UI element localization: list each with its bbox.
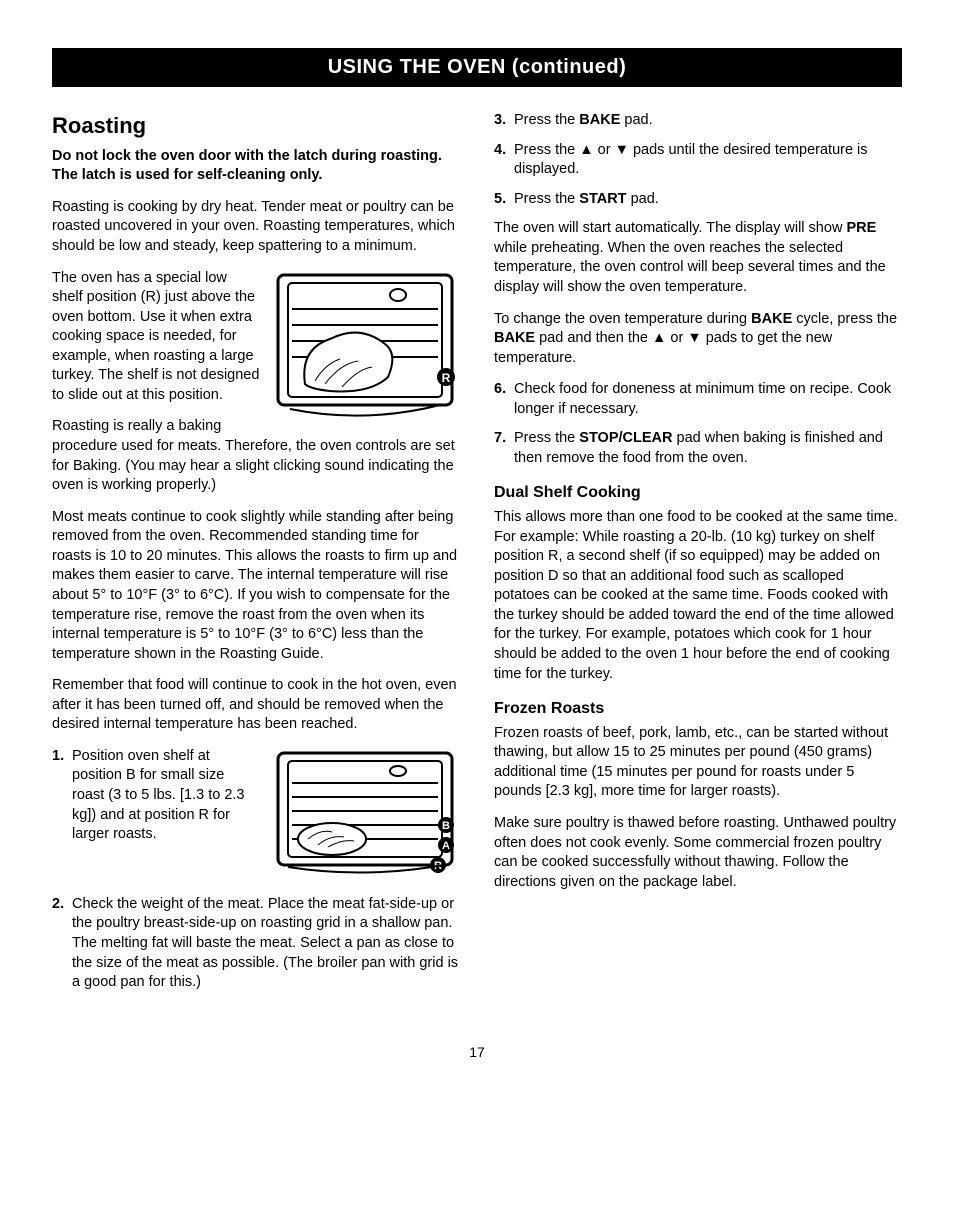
roasting-steps-right-2: 6. Check food for doneness at minimum ti… [494, 380, 902, 468]
oven-turkey-illustration: R [270, 269, 460, 419]
step-num: 1. [52, 747, 72, 885]
text-frag: pad. [620, 112, 652, 128]
standing-time-text: Most meats continue to cook slightly whi… [52, 508, 460, 665]
step-1-body: Position oven shelf at position B for sm… [72, 748, 245, 842]
oven-roast-illustration: B A R [270, 747, 460, 877]
frozen-roasts-p1: Frozen roasts of beef, pork, lamb, etc.,… [494, 724, 902, 802]
step-text: Press the or pads until the desired temp… [514, 141, 902, 180]
warning-text: Do not lock the oven door with the latch… [52, 147, 460, 186]
text-frag: or [666, 330, 687, 346]
step-text: Press the START pad. [514, 190, 902, 210]
page-number: 17 [52, 1043, 902, 1062]
text-frag: Press the [514, 142, 579, 158]
text-frag: Press the [514, 430, 579, 446]
text-frag: pad. [627, 191, 659, 207]
step-num: 4. [494, 141, 514, 180]
two-column-layout: Roasting Do not lock the oven door with … [52, 111, 902, 1003]
stop-clear-label: STOP/CLEAR [579, 430, 672, 446]
roasting-intro: Roasting is cooking by dry heat. Tender … [52, 198, 460, 257]
up-arrow-icon [652, 330, 666, 346]
left-column: Roasting Do not lock the oven door with … [52, 111, 460, 1003]
baking-procedure-text: Roasting is really a baking procedure us… [52, 417, 460, 495]
step-num: 2. [52, 895, 72, 993]
text-frag: The oven will start automatically. The d… [494, 220, 846, 236]
right-column: 3. Press the BAKE pad. 4. Press the or p… [494, 111, 902, 1003]
step-num: 5. [494, 190, 514, 210]
frozen-roasts-heading: Frozen Roasts [494, 698, 902, 720]
dual-shelf-text: This allows more than one food to be coo… [494, 508, 902, 684]
bake-label: BAKE [751, 311, 792, 327]
text-frag: Press the [514, 112, 579, 128]
step-1: 1. [52, 747, 460, 885]
roasting-steps-left: 1. [52, 747, 460, 993]
text-frag: while preheating. When the oven reaches … [494, 240, 886, 295]
step-text: Press the STOP/CLEAR pad when baking is … [514, 429, 902, 468]
step-2: 2. Check the weight of the meat. Place t… [52, 895, 460, 993]
step-text: Check the weight of the meat. Place the … [72, 895, 460, 993]
text-frag: To change the oven temperature during [494, 311, 751, 327]
svg-text:B: B [442, 820, 450, 832]
step-text: Press the BAKE pad. [514, 111, 902, 131]
step-3: 3. Press the BAKE pad. [494, 111, 902, 131]
text-frag: cycle, press the [792, 311, 897, 327]
svg-text:A: A [442, 840, 450, 852]
text-frag: or [594, 142, 615, 158]
change-temp-text: To change the oven temperature during BA… [494, 310, 902, 369]
frozen-roasts-p2: Make sure poultry is thawed before roast… [494, 814, 902, 892]
dual-shelf-heading: Dual Shelf Cooking [494, 482, 902, 504]
down-arrow-icon [615, 142, 629, 158]
text-frag: pad and then the [535, 330, 652, 346]
bake-label: BAKE [579, 112, 620, 128]
step-num: 7. [494, 429, 514, 468]
down-arrow-icon [687, 330, 701, 346]
pre-label: PRE [846, 220, 876, 236]
text-frag: Press the [514, 191, 579, 207]
preheat-text: The oven will start automatically. The d… [494, 219, 902, 297]
step-7: 7. Press the STOP/CLEAR pad when baking … [494, 429, 902, 468]
roasting-heading: Roasting [52, 111, 460, 141]
start-label: START [579, 191, 626, 207]
step-6: 6. Check food for doneness at minimum ti… [494, 380, 902, 419]
step-5: 5. Press the START pad. [494, 190, 902, 210]
step-text: B A R Position oven shelf at position B … [72, 747, 460, 885]
svg-text:R: R [442, 371, 451, 385]
up-arrow-icon [579, 142, 593, 158]
step-text: Check food for doneness at minimum time … [514, 380, 902, 419]
step-num: 6. [494, 380, 514, 419]
step-num: 3. [494, 111, 514, 131]
section-header: USING THE OVEN (continued) [52, 48, 902, 87]
roasting-steps-right-1: 3. Press the BAKE pad. 4. Press the or p… [494, 111, 902, 209]
bake-label: BAKE [494, 330, 535, 346]
carryover-text: Remember that food will continue to cook… [52, 676, 460, 735]
step-4: 4. Press the or pads until the desired t… [494, 141, 902, 180]
